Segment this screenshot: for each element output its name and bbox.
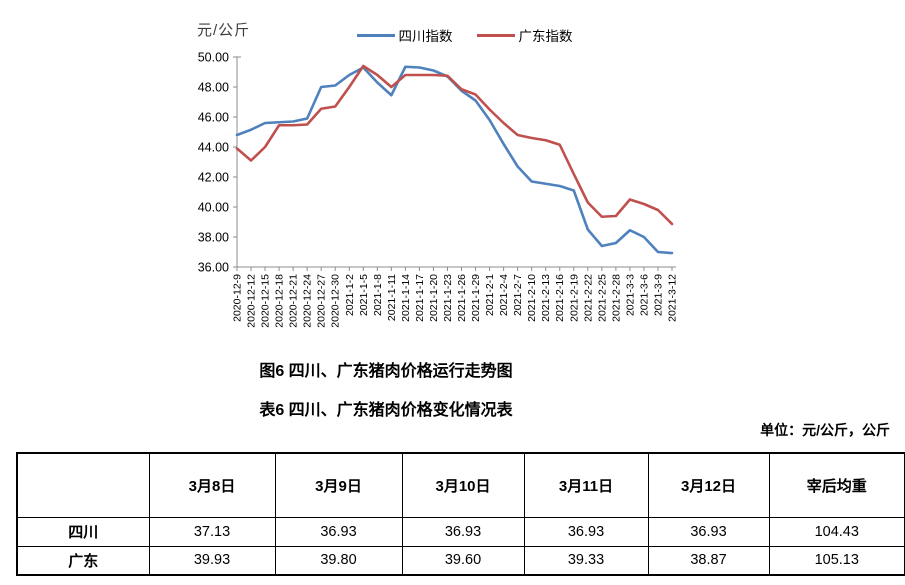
x-tick-label: 2021-1-23 bbox=[442, 274, 454, 322]
x-tick-label: 2021-3-6 bbox=[638, 274, 650, 316]
x-tick-label: 2021-1-29 bbox=[470, 274, 482, 322]
guangdong-line-swatch bbox=[476, 33, 515, 37]
sichuan-mar12: 36.93 bbox=[647, 516, 770, 547]
x-tick-label: 2021-2-28 bbox=[610, 274, 622, 322]
x-tick-label: 2021-2-22 bbox=[582, 274, 594, 322]
table-unit-note: 单位：元/公斤，公斤 bbox=[760, 422, 890, 438]
x-tick-label: 2021-1-17 bbox=[414, 274, 426, 322]
x-tick-label: 2021-1-11 bbox=[386, 274, 398, 321]
x-tick-label: 2021-2-16 bbox=[554, 274, 566, 322]
x-tick-label: 2021-1-14 bbox=[400, 274, 412, 322]
legend-label-sichuan: 四川指数 bbox=[398, 29, 453, 44]
x-tick-label: 2021-1-26 bbox=[456, 274, 468, 322]
row-label-sichuan: 四川 bbox=[16, 516, 150, 547]
x-tick-label: 2021-2-1 bbox=[484, 274, 496, 316]
header-mar11: 3月11日 bbox=[523, 452, 649, 518]
x-tick-label: 2020-12-9 bbox=[232, 274, 244, 322]
y-tick-label: 42.00 bbox=[198, 171, 229, 185]
x-tick-label: 2021-3-3 bbox=[624, 274, 636, 316]
guangdong-mar12: 38.87 bbox=[647, 545, 770, 576]
guangdong-mar10: 39.60 bbox=[401, 545, 525, 576]
x-tick-label: 2020-12-21 bbox=[288, 274, 300, 328]
chart-legend: 四川指数 广东指数 bbox=[0, 25, 905, 45]
x-tick-label: 2021-1-20 bbox=[428, 274, 440, 322]
y-tick-label: 50.00 bbox=[198, 51, 229, 65]
table-header-row: 3月8日 3月9日 3月10日 3月11日 3月12日 宰后均重 bbox=[16, 452, 905, 518]
sichuan-mar11: 36.93 bbox=[523, 516, 649, 547]
y-tick-label: 38.00 bbox=[198, 231, 229, 245]
x-tick-label: 2021-1-5 bbox=[358, 274, 370, 316]
x-tick-label: 2021-2-10 bbox=[526, 274, 538, 322]
x-tick-label: 2020-12-27 bbox=[316, 274, 328, 328]
table-row-sichuan: 四川 37.13 36.93 36.93 36.93 36.93 104.43 bbox=[16, 516, 905, 547]
x-tick-label: 2021-2-7 bbox=[512, 274, 524, 316]
sichuan-carcass-weight: 104.43 bbox=[768, 516, 905, 547]
y-tick-label: 46.00 bbox=[198, 111, 229, 125]
table-row-guangdong: 广东 39.93 39.80 39.60 39.33 38.87 105.13 bbox=[16, 545, 905, 576]
header-region bbox=[16, 452, 150, 518]
row-label-guangdong: 广东 bbox=[16, 545, 150, 576]
header-mar8: 3月8日 bbox=[148, 452, 276, 518]
guangdong-mar11: 39.33 bbox=[523, 545, 649, 576]
table-caption: 表6 四川、广东猪肉价格变化情况表 bbox=[259, 402, 513, 419]
guangdong-mar9: 39.80 bbox=[274, 545, 403, 576]
x-tick-label: 2021-1-8 bbox=[372, 274, 384, 316]
y-tick-label: 40.00 bbox=[198, 201, 229, 215]
x-tick-label: 2020-12-12 bbox=[246, 274, 258, 328]
x-tick-label: 2021-2-19 bbox=[568, 274, 580, 322]
x-tick-label: 2021-2-13 bbox=[540, 274, 552, 322]
sichuan-mar10: 36.93 bbox=[401, 516, 525, 547]
x-tick-label: 2021-1-2 bbox=[344, 274, 356, 316]
price-change-table: 3月8日 3月9日 3月10日 3月11日 3月12日 宰后均重 四川 37.1… bbox=[16, 452, 905, 576]
y-tick-label: 36.00 bbox=[198, 261, 229, 275]
figure-caption: 图6 四川、广东猪肉价格运行走势图 bbox=[259, 363, 513, 380]
sichuan-mar9: 36.93 bbox=[274, 516, 403, 547]
x-tick-label: 2021-3-9 bbox=[652, 274, 664, 316]
guangdong-mar8: 39.93 bbox=[148, 545, 276, 576]
guangdong-carcass-weight: 105.13 bbox=[768, 545, 905, 576]
sichuan-mar8: 37.13 bbox=[148, 516, 276, 547]
header-mar10: 3月10日 bbox=[401, 452, 525, 518]
y-tick-label: 48.00 bbox=[198, 81, 229, 95]
series-line-四川指数 bbox=[235, 65, 674, 255]
x-tick-label: 2020-12-24 bbox=[302, 274, 314, 328]
header-mar9: 3月9日 bbox=[274, 452, 403, 518]
y-tick-label: 44.00 bbox=[198, 141, 229, 155]
x-tick-label: 2021-2-4 bbox=[498, 274, 510, 316]
legend-item-sichuan: 四川指数 bbox=[356, 25, 453, 45]
header-mar12: 3月12日 bbox=[647, 452, 770, 518]
header-carcass-weight: 宰后均重 bbox=[768, 452, 905, 518]
series-line-广东指数 bbox=[235, 64, 674, 226]
y-axis-unit-label: 元/公斤 bbox=[197, 22, 251, 39]
x-tick-label: 2020-12-18 bbox=[274, 274, 286, 328]
legend-item-guangdong: 广东指数 bbox=[476, 25, 573, 45]
legend-label-guangdong: 广东指数 bbox=[518, 29, 573, 44]
x-tick-label: 2020-12-30 bbox=[330, 274, 342, 328]
price-trend-line-chart: 36.00 38.00 40.00 42.00 44.00 46.00 48.00 50.00… bbox=[198, 51, 679, 328]
x-tick-label: 2020-12-15 bbox=[260, 274, 272, 328]
sichuan-line-swatch bbox=[356, 33, 395, 37]
x-tick-label: 2021-3-12 bbox=[667, 274, 679, 322]
x-tick-label: 2021-2-25 bbox=[596, 274, 608, 322]
